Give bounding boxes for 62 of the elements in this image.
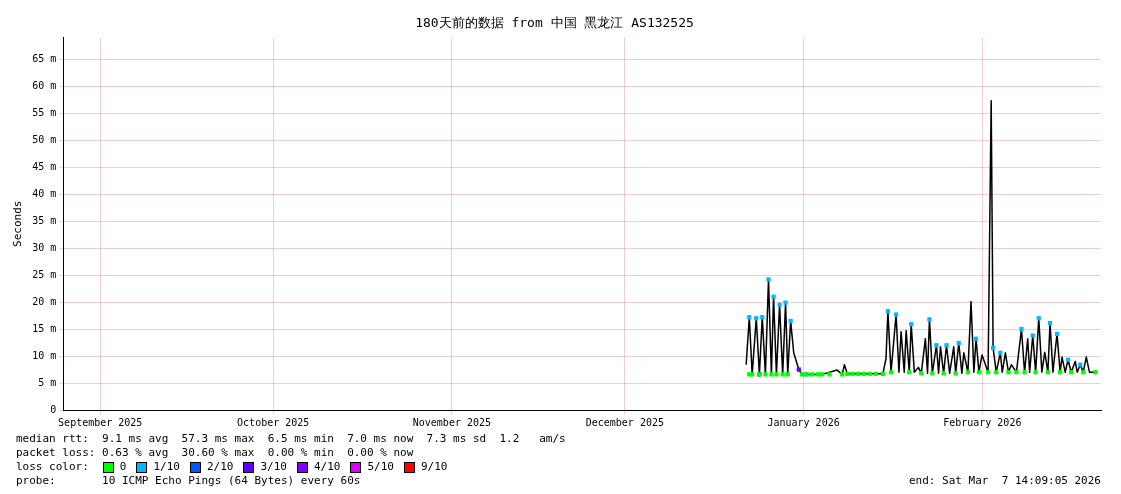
x-tick-label: December 2025: [585, 416, 664, 428]
legend-label: 0: [119, 460, 127, 474]
point: [1030, 333, 1035, 338]
y-tick-label: 10 m: [32, 349, 57, 361]
point: [827, 372, 832, 377]
y-tick-label: 45 m: [32, 160, 57, 172]
point: [763, 372, 768, 377]
point: [810, 372, 815, 377]
point: [1019, 326, 1024, 332]
point: [777, 302, 782, 307]
y-tick-label: 5 m: [38, 376, 57, 388]
y-tick-label: 35 m: [32, 214, 57, 226]
point: [769, 372, 774, 377]
y-tick-label: 20 m: [32, 295, 57, 307]
point: [1014, 370, 1019, 375]
point: [774, 372, 779, 377]
legend-label: 9/10: [420, 460, 448, 474]
y-tick-label: 65 m: [32, 52, 57, 64]
legend-label: 1/10: [153, 460, 180, 474]
x-tick-label: January 2026: [767, 416, 840, 428]
point: [944, 343, 949, 348]
legend-label: 2/10: [206, 460, 234, 474]
x-tick-label: February 2026: [943, 416, 1022, 428]
point: [799, 372, 805, 377]
y-tick-label: 60 m: [32, 79, 57, 91]
point: [766, 277, 771, 282]
x-tick-label: October 2025: [237, 416, 310, 428]
point: [780, 372, 785, 377]
point: [783, 300, 788, 305]
y-tick-label: 55 m: [32, 106, 57, 118]
point: [819, 372, 825, 377]
point: [796, 367, 801, 372]
point: [771, 294, 776, 299]
legend-title: loss color:: [16, 460, 89, 474]
y-tick-label: 30 m: [32, 241, 57, 253]
x-tick-label: September 2025: [58, 416, 143, 428]
y-tick-label: 50 m: [32, 133, 57, 145]
legend-label: 5/10: [367, 460, 394, 474]
y-tick-label: 25 m: [32, 268, 57, 280]
point: [788, 318, 793, 324]
text: end: Sat Mar 7 14:09:05 2026: [908, 474, 1101, 488]
point: [840, 372, 845, 377]
text: packet loss: 0.63 % avg 30.60 % max 0.00 % min 0.00 % now: [16, 446, 415, 460]
point: [785, 372, 790, 377]
point: [1093, 370, 1098, 375]
y-tick-label: 0: [50, 403, 57, 415]
text: probe: 10 ICMP Echo Pings (64 Bytes) every 60s: [16, 474, 361, 488]
x-tick-label: November 2025: [412, 416, 492, 428]
point: [850, 371, 855, 376]
point: [893, 312, 899, 317]
y-tick-label: 15 m: [32, 322, 57, 334]
y-tick-label: 40 m: [32, 187, 57, 199]
text: median rtt: 9.1 ms avg 57.3 ms max 6.5 ms min 7.0 ms now 7.3 ms sd 1.2 am/s: [16, 432, 567, 446]
legend-label: 4/10: [313, 460, 341, 474]
legend-label: 3/10: [260, 460, 287, 474]
point: [815, 372, 821, 377]
point: [927, 317, 932, 322]
point: [934, 343, 939, 348]
point: [1022, 370, 1027, 375]
point: [1006, 370, 1011, 375]
chart-title: 180天前的数据 from 中国 黑龙江 AS132525: [415, 15, 694, 31]
y-axis-title: Seconds: [11, 200, 25, 247]
